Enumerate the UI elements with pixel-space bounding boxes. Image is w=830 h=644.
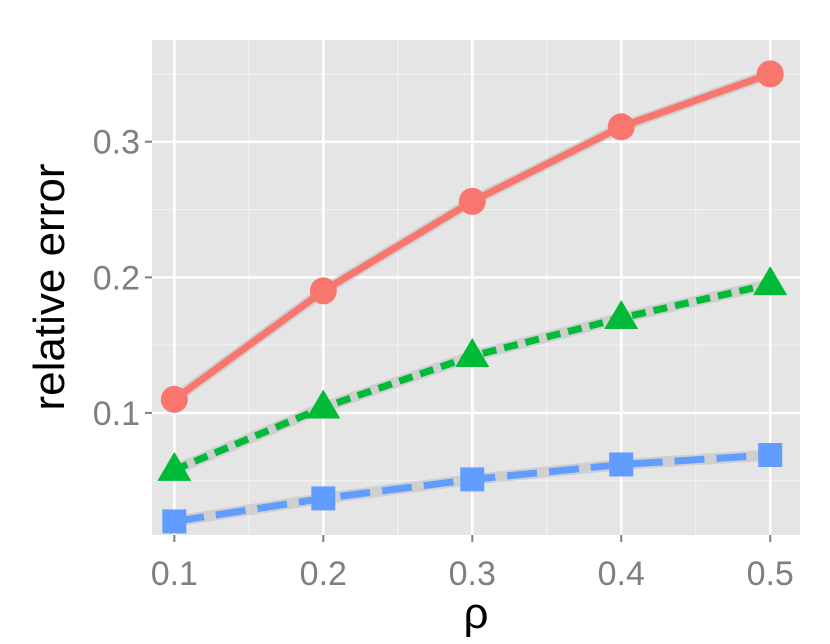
y-axis-ticks: 0.1 0.2 0.3 — [93, 124, 152, 433]
series-3-point — [460, 467, 485, 492]
series-1-point — [309, 277, 337, 305]
x-tick-label: 0.5 — [747, 555, 794, 593]
series-layer — [157, 60, 788, 534]
series-1-point — [607, 113, 635, 141]
series-3-point — [162, 509, 187, 534]
x-axis-title: ρ — [463, 589, 488, 638]
series-3-point — [311, 486, 336, 511]
series-3-point — [609, 452, 634, 477]
x-tick-label: 0.4 — [598, 555, 645, 593]
y-tick-label: 0.2 — [93, 259, 140, 297]
y-tick-label: 0.3 — [93, 124, 140, 162]
series-1-point — [756, 60, 784, 88]
x-tick-label: 0.2 — [300, 555, 347, 593]
series-1-point — [160, 385, 188, 413]
x-tick-label: 0.3 — [449, 555, 496, 593]
series-1-point — [458, 187, 486, 215]
series-2-point — [455, 338, 490, 368]
series-3-point — [758, 442, 783, 467]
x-axis-ticks: 0.1 0.2 0.3 0.4 0.5 — [151, 535, 794, 593]
x-tick-label: 0.1 — [151, 555, 198, 593]
y-axis-title: relative error — [25, 164, 74, 411]
series-2-point — [306, 389, 341, 419]
series-2-point — [157, 451, 192, 481]
plot-panel — [152, 40, 800, 535]
series-2-point — [753, 266, 788, 296]
y-tick-label: 0.1 — [93, 395, 140, 433]
series-2-point — [604, 300, 639, 330]
